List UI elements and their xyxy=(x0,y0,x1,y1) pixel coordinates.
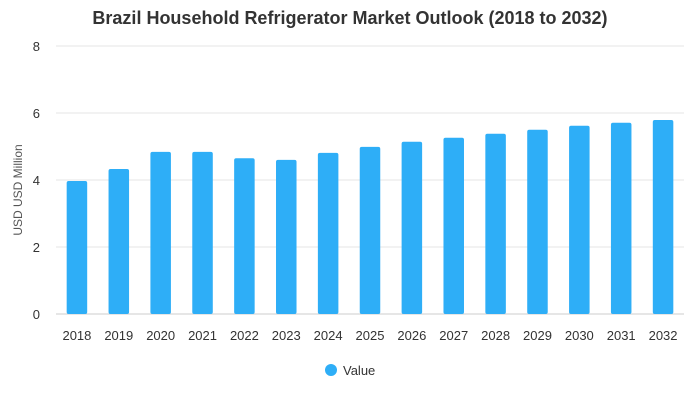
bar-2029 xyxy=(527,129,548,314)
x-tick-label: 2030 xyxy=(565,328,594,343)
x-tick-label: 2024 xyxy=(314,328,343,343)
x-axis-ticks: 2018 2019 2020 2021 2022 2023 2024 2025 2026 2027… xyxy=(62,328,677,343)
bar-2024 xyxy=(317,152,339,314)
y-axis-label: USD USD Million xyxy=(11,144,25,235)
x-tick-label: 2028 xyxy=(481,328,510,343)
x-tick-label: 2025 xyxy=(356,328,385,343)
bar-2019 xyxy=(108,168,130,314)
y-tick-label: 0 xyxy=(33,307,40,322)
legend: Value xyxy=(325,363,375,378)
x-tick-label: 2031 xyxy=(607,328,636,343)
bar-2025 xyxy=(359,146,381,314)
x-tick-label: 2020 xyxy=(146,328,175,343)
x-tick-label: 2021 xyxy=(188,328,217,343)
bar-2023 xyxy=(276,159,297,314)
bar-2018 xyxy=(66,181,88,314)
x-tick-label: 2026 xyxy=(397,328,426,343)
bar-2028 xyxy=(485,133,506,314)
chart-title: Brazil Household Refrigerator Market Out… xyxy=(92,8,607,28)
x-tick-label: 2019 xyxy=(104,328,133,343)
bars xyxy=(66,120,674,314)
bar-2031 xyxy=(610,122,632,314)
y-tick-label: 2 xyxy=(33,240,40,255)
x-tick-label: 2018 xyxy=(62,328,91,343)
x-tick-label: 2027 xyxy=(439,328,468,343)
y-tick-label: 6 xyxy=(33,106,40,121)
bar-2027 xyxy=(443,137,464,314)
x-tick-label: 2022 xyxy=(230,328,259,343)
legend-label-value: Value xyxy=(343,363,375,378)
y-tick-label: 8 xyxy=(33,39,40,54)
y-tick-label: 4 xyxy=(33,173,40,188)
bar-2030 xyxy=(569,125,590,314)
y-axis-ticks: 0 2 4 6 8 xyxy=(33,39,40,322)
bar-2022 xyxy=(234,158,255,314)
bar-2020 xyxy=(150,151,171,314)
x-tick-label: 2032 xyxy=(649,328,678,343)
x-tick-label: 2023 xyxy=(272,328,301,343)
bar-2026 xyxy=(401,141,423,314)
bar-2021 xyxy=(192,151,213,314)
x-tick-label: 2029 xyxy=(523,328,552,343)
bar-2032 xyxy=(652,120,674,314)
legend-swatch-value xyxy=(325,364,337,376)
